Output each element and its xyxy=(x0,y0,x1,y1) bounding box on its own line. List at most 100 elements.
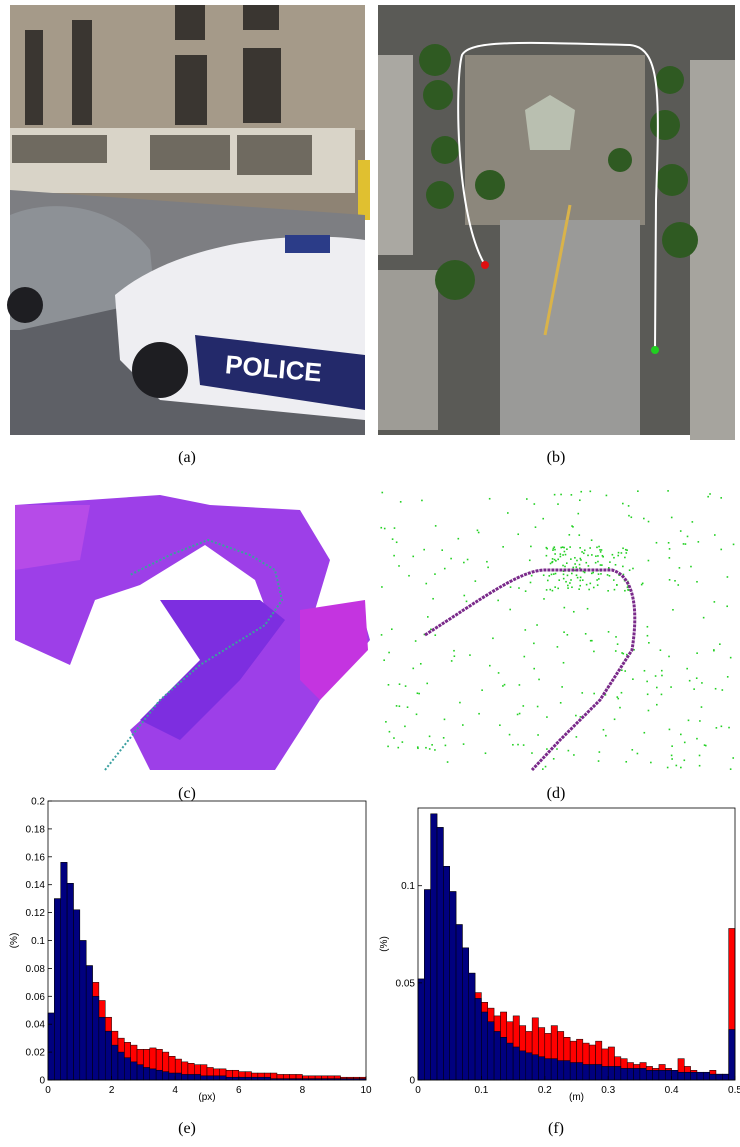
point xyxy=(544,765,547,768)
point xyxy=(594,561,597,564)
point xyxy=(624,556,626,559)
point xyxy=(390,628,393,631)
bar xyxy=(136,1064,144,1081)
bar xyxy=(722,1073,729,1081)
point xyxy=(596,579,598,581)
point xyxy=(579,557,582,560)
point xyxy=(414,640,417,642)
point xyxy=(633,648,635,651)
point xyxy=(476,529,479,532)
point xyxy=(686,667,688,670)
x-tick-label: 6 xyxy=(236,1085,242,1096)
point xyxy=(397,746,400,749)
point xyxy=(720,497,723,499)
point xyxy=(562,661,565,664)
bar xyxy=(168,1072,176,1081)
point xyxy=(537,734,539,736)
bar xyxy=(104,1030,112,1081)
point xyxy=(478,712,480,715)
point xyxy=(524,590,527,592)
point xyxy=(621,669,623,672)
point xyxy=(726,576,729,578)
bar xyxy=(607,1066,615,1081)
point xyxy=(584,633,587,635)
bar xyxy=(481,1011,488,1081)
point xyxy=(546,716,548,718)
point xyxy=(554,586,556,588)
y-tick-label: 0.12 xyxy=(26,908,46,919)
point xyxy=(564,565,566,568)
point xyxy=(522,744,525,746)
bar xyxy=(595,1064,603,1081)
point xyxy=(617,551,620,554)
point xyxy=(557,503,559,505)
point xyxy=(450,660,453,662)
point xyxy=(684,543,687,545)
point xyxy=(616,696,619,698)
bar xyxy=(232,1076,240,1081)
point xyxy=(654,675,657,677)
bar xyxy=(544,1058,552,1081)
point xyxy=(575,714,577,717)
point xyxy=(572,526,574,528)
point xyxy=(680,733,682,736)
point xyxy=(431,744,433,746)
point xyxy=(682,543,685,545)
point xyxy=(446,761,449,763)
point-cloud-colored xyxy=(15,495,370,771)
point xyxy=(425,582,428,585)
point xyxy=(622,573,625,576)
point xyxy=(640,583,643,586)
point xyxy=(632,567,634,570)
point xyxy=(508,733,511,736)
x-axis-label: (m) xyxy=(569,1092,584,1103)
point xyxy=(529,581,532,584)
point xyxy=(726,676,729,678)
point xyxy=(549,562,552,565)
point xyxy=(704,744,707,747)
point xyxy=(492,637,494,640)
point xyxy=(625,552,628,554)
point xyxy=(387,745,389,748)
point xyxy=(466,558,469,561)
point xyxy=(524,629,527,631)
point xyxy=(542,768,544,770)
point xyxy=(572,566,575,569)
point xyxy=(714,534,716,536)
x-tick-label: 0.1 xyxy=(474,1085,488,1096)
x-tick-label: 0 xyxy=(45,1085,51,1096)
bar xyxy=(493,1031,501,1081)
bar xyxy=(238,1076,246,1081)
bar xyxy=(149,1068,157,1081)
point xyxy=(548,575,551,577)
point xyxy=(671,745,673,747)
bar xyxy=(54,898,61,1081)
point xyxy=(688,679,691,682)
point xyxy=(568,534,571,536)
point xyxy=(530,574,533,577)
point xyxy=(533,503,536,505)
bar xyxy=(500,1037,508,1081)
point xyxy=(588,588,590,591)
point xyxy=(670,516,673,519)
point xyxy=(441,549,444,551)
bar xyxy=(436,827,444,1081)
point xyxy=(598,578,600,580)
bar xyxy=(443,866,450,1081)
point xyxy=(567,584,569,587)
point xyxy=(555,560,557,562)
point xyxy=(517,743,519,746)
point xyxy=(569,546,571,548)
bar xyxy=(174,1072,182,1081)
point xyxy=(582,570,585,573)
point xyxy=(395,541,398,544)
bar xyxy=(85,965,93,1081)
bar xyxy=(728,1029,736,1081)
point xyxy=(613,718,616,721)
point xyxy=(560,493,562,496)
point xyxy=(693,688,695,690)
point xyxy=(546,748,548,750)
point xyxy=(534,526,537,528)
y-tick-label: 0.18 xyxy=(26,824,46,835)
point xyxy=(566,562,568,564)
